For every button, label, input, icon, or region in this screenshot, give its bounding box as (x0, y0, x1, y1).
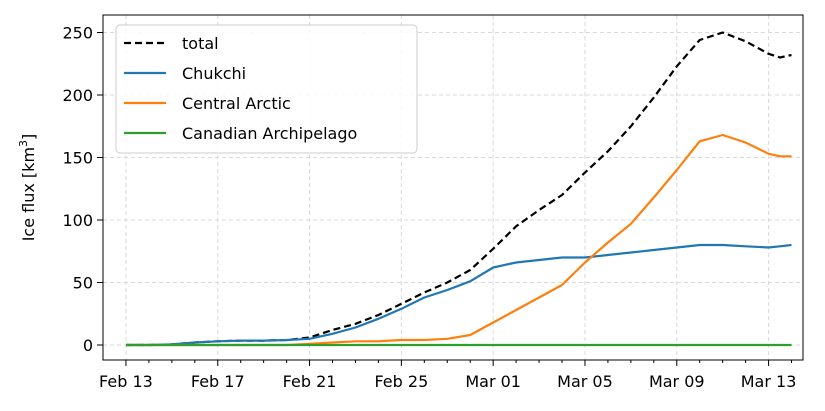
x-tick-label: Mar 05 (557, 372, 613, 391)
y-tick-label: 200 (62, 86, 93, 105)
axis-ticks: Feb 13 Feb 17 Feb 21 Feb 25 Mar 01 Mar 05 Mar … (62, 24, 796, 392)
series-line-chukchi (126, 243, 792, 347)
y-tick-label: 250 (62, 24, 93, 43)
x-tick-label: Feb 21 (283, 372, 337, 391)
legend-label: Central Arctic (182, 94, 291, 113)
legend-label: Canadian Archipelago (182, 124, 357, 143)
x-tick-label: Feb 25 (374, 372, 428, 391)
x-tick-label: Feb 17 (191, 372, 245, 391)
plot-frame (102, 14, 804, 361)
series-line-central-arctic (126, 133, 792, 347)
y-tick-label: 150 (62, 149, 93, 168)
y-tick-label: 50 (73, 274, 93, 293)
x-tick-label: Mar 01 (465, 372, 521, 391)
x-tick-label: Mar 13 (741, 372, 797, 391)
legend-label: total (182, 34, 219, 53)
x-tick-label: Mar 09 (649, 372, 705, 391)
legend-label: Chukchi (182, 64, 246, 83)
x-tick-label: Feb 13 (99, 372, 153, 391)
y-axis-label: Ice flux [km3] (17, 134, 38, 242)
y-tick-label: 0 (83, 336, 93, 355)
legend: total Chukchi Central Arctic Canadian Archi… (115, 24, 418, 154)
y-tick-label: 100 (62, 211, 93, 230)
series-lines (126, 31, 792, 347)
legend-box (115, 24, 418, 154)
